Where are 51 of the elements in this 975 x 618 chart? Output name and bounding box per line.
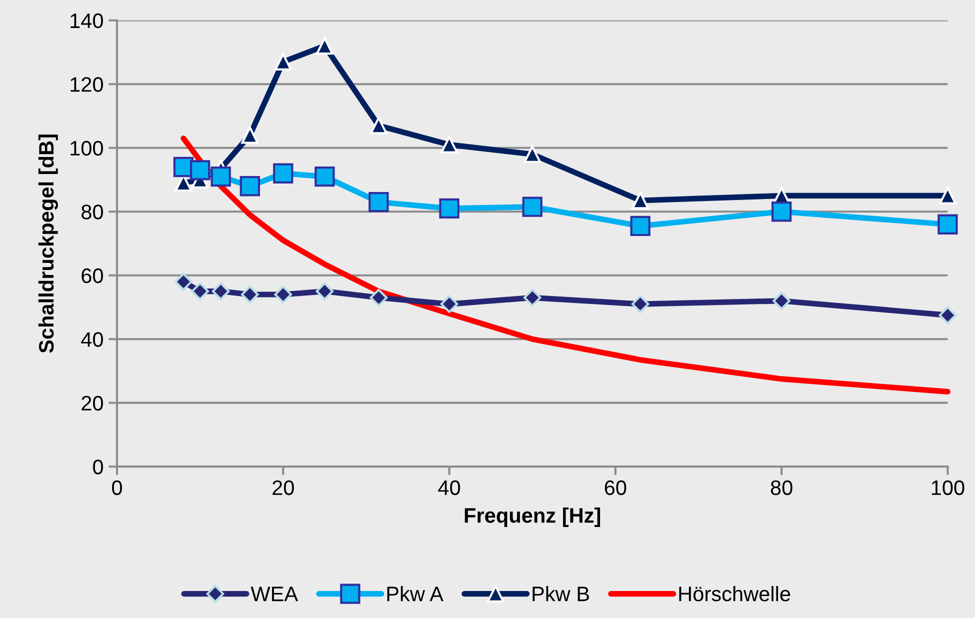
point <box>314 166 335 187</box>
point <box>241 126 259 144</box>
point <box>241 286 259 304</box>
legend-label: WEA <box>250 586 298 602</box>
point <box>273 163 294 184</box>
x-tick-label: 100 <box>932 480 964 496</box>
point <box>631 295 650 313</box>
point <box>440 295 458 313</box>
y-tick-label: 60 <box>82 268 103 284</box>
point <box>191 282 209 300</box>
legend-label: Pkw A <box>387 586 444 602</box>
point <box>632 192 650 210</box>
point <box>240 176 260 196</box>
point <box>771 202 792 222</box>
x-tick-label: 20 <box>272 480 294 496</box>
point <box>522 196 542 217</box>
y-tick-label: 20 <box>82 396 103 411</box>
point <box>630 216 650 236</box>
point <box>274 286 292 304</box>
x-tick-label: 40 <box>438 480 460 496</box>
point <box>210 166 231 187</box>
point <box>190 160 210 180</box>
point <box>174 272 192 291</box>
point <box>212 282 230 300</box>
point <box>938 306 957 324</box>
point <box>316 282 334 300</box>
y-tick-label: 100 <box>70 140 103 156</box>
point <box>440 136 458 154</box>
point <box>939 187 956 204</box>
point <box>938 214 958 234</box>
x-tick-label: 80 <box>770 480 792 496</box>
y-tick-label: 0 <box>93 460 103 474</box>
point <box>772 292 790 310</box>
point <box>368 192 389 212</box>
point <box>524 146 542 163</box>
x-tick-label: 60 <box>604 480 626 496</box>
y-tick-label: 80 <box>82 204 103 220</box>
point <box>370 116 388 134</box>
legend-label: Hörschwelle <box>679 586 790 602</box>
y-axis-title: Schalldruckpegel [dB] <box>38 134 58 353</box>
legend-label: Pkw B <box>532 586 589 602</box>
point <box>439 198 460 219</box>
point <box>370 288 388 307</box>
y-tick-label: 40 <box>81 332 103 347</box>
point <box>316 37 334 55</box>
x-axis-title: Frequenz [Hz] <box>464 508 600 527</box>
y-tick-label: 140 <box>70 13 103 28</box>
point <box>274 53 292 71</box>
point <box>523 288 542 307</box>
y-tick-label: 120 <box>70 77 103 92</box>
x-tick-label: 0 <box>112 480 122 496</box>
